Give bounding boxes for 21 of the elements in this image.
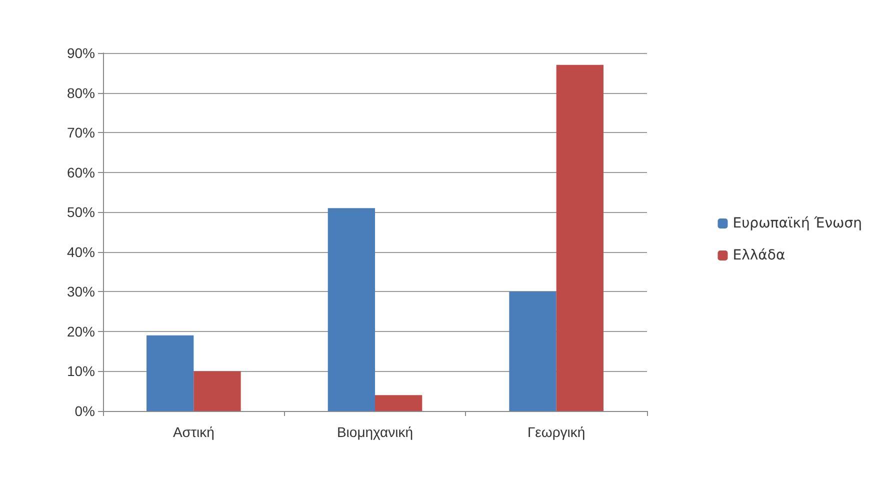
y-tick-label: 0% [74,403,95,419]
y-tick-label: 40% [66,244,95,260]
bar [375,395,422,411]
y-tick-label: 50% [66,204,95,220]
legend-label: Ευρωπαϊκή Ένωση [732,216,862,232]
bar [146,335,194,411]
x-tick-label: Αστική [172,424,214,440]
y-tick-label: 60% [66,164,95,180]
bar [509,292,556,411]
bar [328,208,375,411]
y-tick-label: 30% [66,284,95,300]
legend-label: Ελλάδα [732,248,786,264]
y-tick-label: 70% [66,124,95,141]
y-tick-label: 80% [66,84,95,101]
y-tick-label: 10% [66,363,95,380]
x-tick-label: Βιομηχανική [336,424,414,440]
x-tick-label: Γεωργική [527,424,586,440]
bar [556,64,604,411]
y-tick-label: 20% [66,323,95,340]
y-tick-label: 90% [66,45,95,61]
bar [194,371,241,411]
